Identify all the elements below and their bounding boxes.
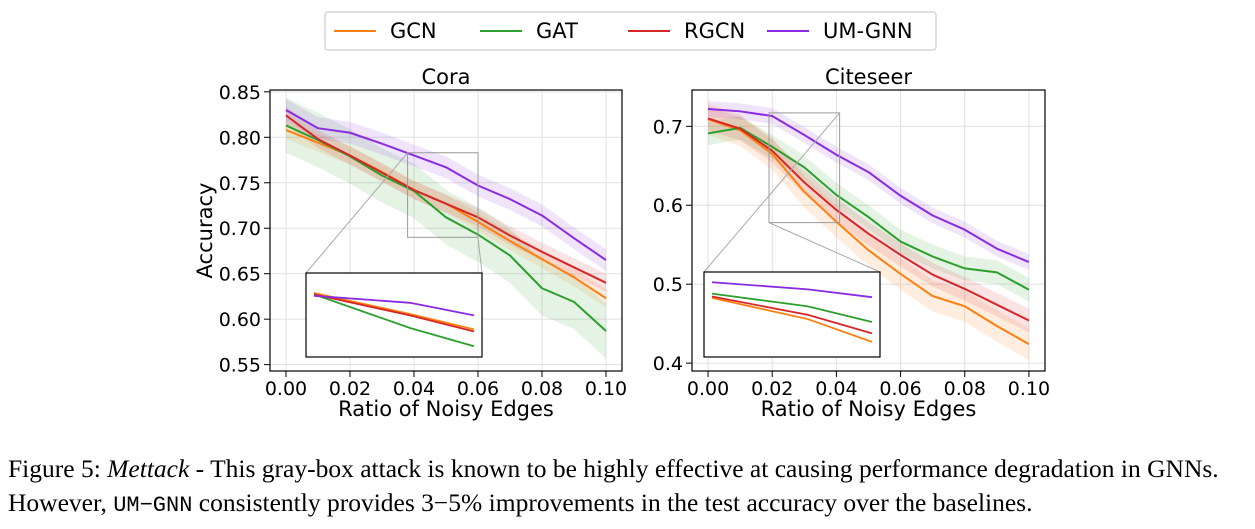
- x-tick-label: 0.10: [1008, 378, 1050, 400]
- y-tick-label: 0.55: [219, 355, 261, 377]
- legend-label-um-gnn: UM-GNN: [823, 19, 913, 43]
- caption-method: Mettack: [107, 454, 190, 483]
- inset-frame: [305, 272, 483, 358]
- inset-line-gcn: [711, 297, 873, 343]
- y-tick-label: 0.70: [219, 218, 261, 240]
- y-tick-label: 0.6: [653, 195, 683, 217]
- x-tick-label: 0.04: [815, 378, 857, 400]
- legend-label-gat: GAT: [536, 19, 578, 43]
- zoom-region-box: [768, 112, 841, 224]
- series-lines: [285, 109, 607, 332]
- x-tick-label: 0.04: [393, 378, 435, 400]
- inset-line-gcn: [313, 292, 475, 331]
- legend: GCN GAT RGCN UM-GNN: [324, 11, 937, 51]
- x-axis-label: Ratio of Noisy Edges: [761, 397, 977, 421]
- y-axis-label: Accuracy: [193, 183, 217, 279]
- line-rgcn: [285, 114, 607, 284]
- panel-citeseer: 0.00 0.02 0.04 0.06 0.08 0.10 0.4 0.5 0.6 0.7 Cite…: [653, 65, 1050, 421]
- band-um-gnn: [286, 99, 606, 271]
- zoom-connector: [768, 222, 881, 273]
- axes-frame: [691, 89, 1046, 372]
- legend-label-gcn: GCN: [390, 19, 437, 43]
- y-tick-label: 0.65: [219, 264, 261, 286]
- inset-line-rgcn: [711, 295, 873, 335]
- y-tick-label: 0.80: [219, 127, 261, 149]
- inset-frame: [703, 271, 881, 358]
- caption-part2: consistently provides: [192, 488, 422, 517]
- x-tick-label: 0.08: [521, 378, 563, 400]
- band-rgcn: [708, 106, 1029, 333]
- tick-labels: 0.00 0.02 0.04 0.06 0.08 0.10 0.4 0.5 0.6 0.7: [653, 116, 1050, 400]
- figure-caption: Figure 5: Mettack - This gray-box attack…: [8, 452, 1253, 523]
- y-tick-label: 0.75: [219, 173, 261, 195]
- caption-range: 3−5%: [421, 488, 483, 517]
- caption-part1: - This gray-box attack is known to be hi…: [8, 454, 1219, 517]
- zoom-region-box: [407, 152, 479, 238]
- inset-zoom: [703, 271, 881, 358]
- series-lines: [707, 107, 1030, 346]
- y-tick-label: 0.4: [653, 353, 683, 375]
- band-gat: [708, 116, 1029, 302]
- x-tick-label: 0.02: [329, 378, 371, 400]
- panel-cora: 0.00 0.02 0.04 0.06 0.08 0.10 0.55 0.60 0.65 0.70…: [193, 65, 627, 421]
- chart-title: Citeseer: [825, 65, 912, 89]
- x-axis-label: Ratio of Noisy Edges: [338, 397, 554, 421]
- y-tick-label: 0.85: [219, 82, 261, 104]
- zoom-connector: [477, 237, 483, 274]
- legend-item-gcn: GCN: [334, 19, 437, 43]
- line-um-gnn: [707, 107, 1030, 263]
- tick-labels: 0.00 0.02 0.04 0.06 0.08 0.10 0.55 0.60 0.65 0.70…: [219, 82, 627, 400]
- inset-line-rgcn: [313, 293, 475, 333]
- x-tick-label: 0.00: [687, 378, 729, 400]
- line-rgcn: [707, 117, 1030, 322]
- y-tick-label: 0.7: [653, 116, 683, 138]
- band-gcn: [286, 120, 606, 308]
- band-rgcn: [286, 106, 606, 292]
- inset-line-um-gnn: [313, 294, 475, 317]
- legend-item-rgcn: RGCN: [628, 19, 745, 43]
- line-gcn: [707, 118, 1030, 346]
- chart-title: Cora: [421, 65, 470, 89]
- line-gat: [707, 126, 1030, 291]
- x-tick-label: 0.06: [879, 378, 921, 400]
- figure-charts: GCN GAT RGCN UM-GNN 0.00 0.02 0.04 0.06 0.08 0.10…: [193, 11, 1050, 421]
- legend-item-um-gnn: UM-GNN: [767, 19, 913, 43]
- line-um-gnn: [285, 109, 607, 261]
- legend-item-gat: GAT: [480, 19, 578, 43]
- inset-line-um-gnn: [711, 281, 873, 299]
- zoom-connector: [703, 112, 840, 273]
- inset-zoom: [305, 272, 483, 358]
- x-tick-label: 0.00: [265, 378, 307, 400]
- y-tick-label: 0.60: [219, 309, 261, 331]
- zoom-connector: [305, 152, 408, 274]
- x-tick-label: 0.02: [751, 378, 793, 400]
- band-um-gnn: [708, 101, 1029, 270]
- x-tick-label: 0.08: [944, 378, 986, 400]
- y-tick-label: 0.5: [653, 274, 683, 296]
- caption-model: UM−GNN: [113, 493, 193, 518]
- inset-line-gat: [711, 292, 873, 323]
- caption-part3: improvements in the test accuracy over t…: [482, 488, 1033, 517]
- caption-figure-label: Figure 5:: [8, 454, 101, 483]
- inset-line-gat: [313, 293, 475, 348]
- legend-label-rgcn: RGCN: [684, 19, 745, 43]
- x-tick-label: 0.06: [457, 378, 499, 400]
- x-tick-label: 0.10: [585, 378, 627, 400]
- axes-frame: [269, 89, 623, 372]
